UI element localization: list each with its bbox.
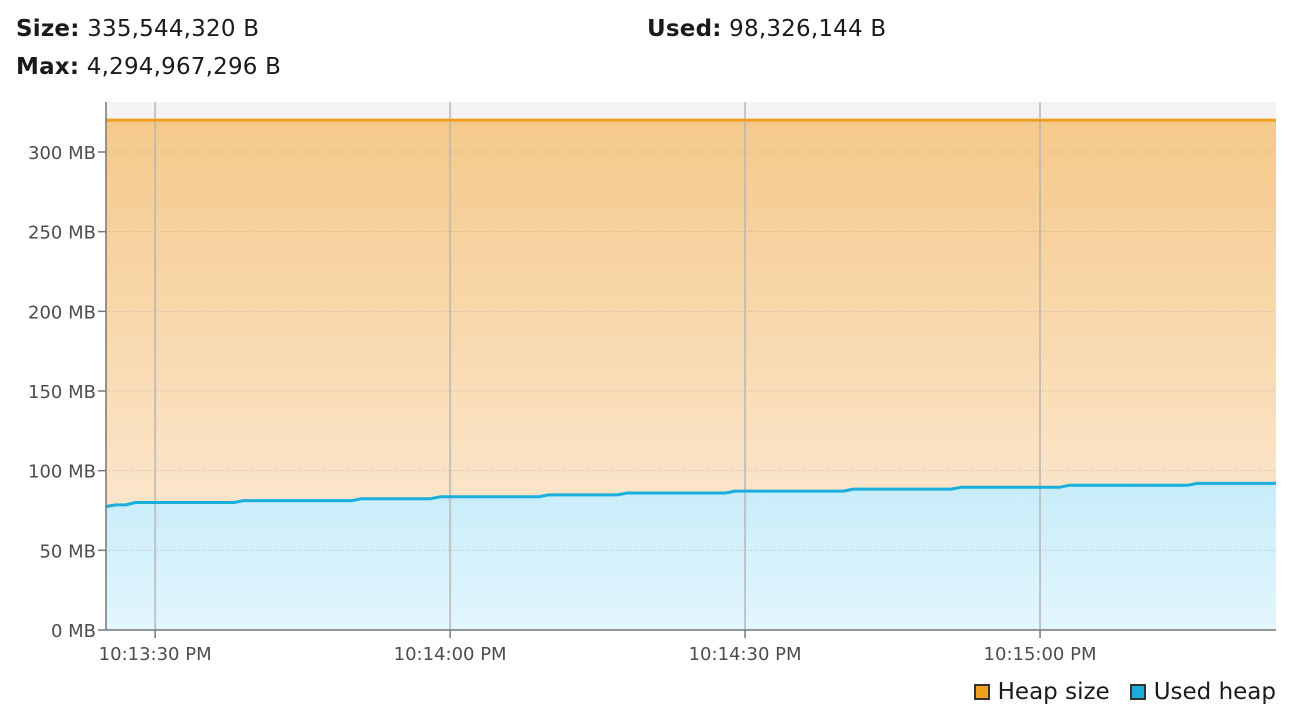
heap-size-swatch-icon [973,684,990,700]
stat-size-label: Size: [16,16,80,42]
y-tick-label: 50 MB [39,541,96,562]
y-tick-label: 100 MB [28,462,96,483]
stat-max: Max: 4,294,967,296 B [16,54,281,80]
y-tick-label: 150 MB [28,382,96,403]
used-heap-area [106,483,1276,630]
x-tick-label: 10:14:00 PM [394,644,507,665]
x-tick-label: 10:13:30 PM [99,644,212,665]
stat-size: Size: 335,544,320 B [16,16,259,42]
used-heap-swatch-icon [1129,684,1146,700]
y-tick-label: 0 MB [51,621,96,642]
y-tick-label: 250 MB [28,223,96,244]
legend-item-used-heap[interactable]: Used heap [1129,679,1276,705]
stat-used: Used: 98,326,144 B [647,16,886,42]
legend-label-heap-size: Heap size [997,679,1110,705]
stat-size-value: 335,544,320 B [87,16,260,42]
legend: Heap size Used heap [954,679,1276,705]
x-tick-label: 10:14:30 PM [689,644,802,665]
legend-label-used-heap: Used heap [1153,679,1276,705]
y-tick-label: 200 MB [28,302,96,323]
stat-max-value: 4,294,967,296 B [86,54,282,80]
y-tick-label: 300 MB [28,143,96,164]
stat-used-label: Used: [647,16,722,42]
stat-used-value: 98,326,144 B [729,16,887,42]
stat-max-label: Max: [16,54,80,80]
legend-item-heap-size[interactable]: Heap size [973,679,1110,705]
used-heap-line [105,481,1276,508]
x-tick-label: 10:15:00 PM [984,644,1097,665]
